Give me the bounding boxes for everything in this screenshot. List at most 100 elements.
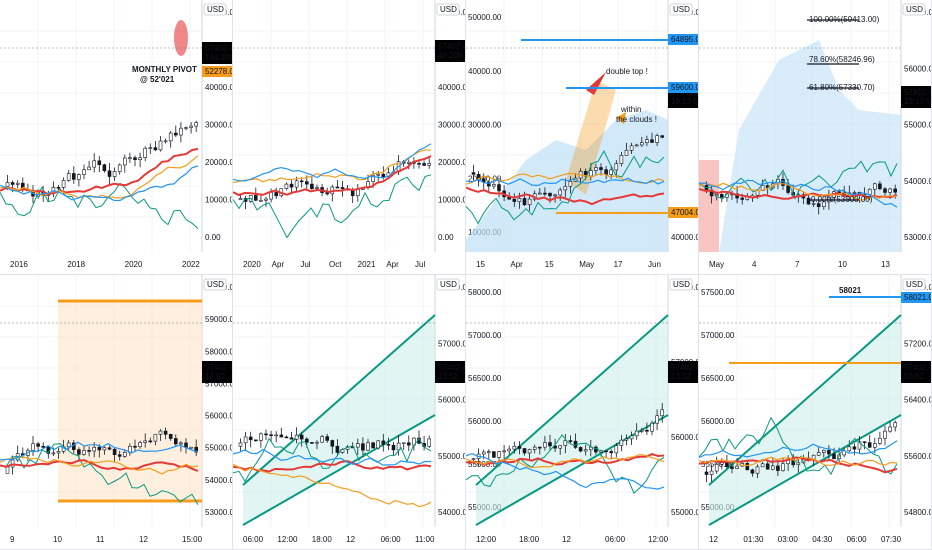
lagging-span-line (0, 182, 199, 229)
candle-body (609, 451, 613, 454)
chart-panel-5[interactable]: 53000.00 54000.00 55000.00 56000.00 57000.00… (0, 275, 233, 550)
conversion-line (0, 155, 199, 199)
conversion-line (233, 463, 432, 508)
candle-body (269, 192, 273, 200)
chart-svg: 55000.0056000.0057000.0058000.0055000.00… (466, 275, 699, 544)
y-tick-label: 56000.00 (671, 433, 699, 442)
candle-body (274, 434, 279, 437)
x-tick-label: Oct (329, 260, 342, 269)
candle-body (41, 446, 46, 448)
candle-body (893, 422, 897, 428)
candle-body (497, 451, 501, 458)
candle-body (117, 164, 122, 172)
candle-body (427, 438, 431, 447)
chart-annotation: the clouds ! (616, 115, 657, 124)
chart-panel-7[interactable]: 55000.0056000.0057000.0058000.0055000.00… (466, 275, 699, 550)
lagging-span-line (466, 434, 665, 494)
candle-body (427, 163, 431, 166)
candle-body (168, 434, 173, 439)
candle-body (888, 188, 892, 193)
conversion-line (699, 456, 898, 467)
level-tag (668, 207, 698, 218)
candle-body (123, 452, 127, 457)
candle-body (138, 157, 142, 160)
range-zone (58, 301, 202, 501)
lagging-span-line (233, 437, 432, 483)
candle-body (289, 183, 294, 188)
x-tick-label: 03:00 (778, 535, 799, 544)
y-tick-label: 40000.00 (671, 233, 699, 242)
candle-body (133, 445, 137, 448)
x-tick-label: 15 (476, 260, 485, 269)
x-tick-label: 17 (614, 260, 623, 269)
chart-panel-8[interactable]: 54800.0055600.0056400.0057200.0058000.00… (699, 275, 932, 550)
level-tag-label: 58021.00 (904, 293, 932, 302)
price-tag (901, 361, 931, 383)
chart-panel-3[interactable]: 40000.0050000.0010000.0020000.0030000.00… (466, 0, 699, 275)
candle-body (857, 441, 862, 450)
candle-body (376, 440, 380, 449)
channel-top (475, 314, 669, 486)
chart-svg: 54000.0055000.0056000.0057000.0058000.00… (233, 275, 465, 544)
candle-body (660, 409, 664, 417)
candles (238, 427, 431, 458)
x-tick-label: 13 (881, 260, 890, 269)
x-tick-label: Jun (648, 260, 661, 269)
candle-body (883, 188, 887, 193)
candle-body (725, 462, 729, 468)
price-tag-label: 57402.46 (904, 88, 932, 97)
candle-body (15, 182, 20, 185)
chart-panel-4[interactable]: 53000.0054000.0055000.0056000.0057000.00… (699, 0, 932, 275)
chart-annotation: 78.60%(58246.96) (809, 55, 875, 64)
currency-label: USD (440, 5, 457, 14)
candle-body (112, 171, 117, 177)
candle-body (92, 446, 96, 452)
candle-body (184, 127, 188, 129)
candle-body (253, 195, 258, 201)
candle-body (117, 454, 122, 457)
time-tag-label: 19:13:52 (904, 97, 932, 106)
channel-bottom (242, 414, 436, 526)
candle-body (56, 451, 61, 454)
candle-body (189, 125, 193, 128)
candle-body (704, 471, 709, 475)
x-tick-label: 11:00 (415, 535, 435, 544)
x-tick-label: 12:00 (277, 535, 298, 544)
price-tag (202, 42, 232, 64)
candle-body (822, 450, 826, 453)
candle-body (730, 466, 734, 469)
chart-panel-2[interactable]: 0.0010000.0020000.0030000.0040000.005000… (233, 0, 466, 275)
candle-body (259, 433, 263, 441)
candle-body (163, 430, 168, 435)
price-tag-label: 57402.46 (438, 42, 466, 51)
candle-body (735, 465, 739, 469)
x-tick-label: 15:00 (182, 535, 203, 544)
moving-average-line (233, 143, 432, 182)
chart-svg: 0.0010000.0020000.0030000.0040000.005000… (0, 0, 233, 269)
candle-body (82, 450, 86, 455)
currency-badge (669, 3, 693, 16)
candle-body (502, 450, 506, 453)
candle-body (583, 449, 588, 452)
candle-body (133, 157, 137, 160)
pivot-tag-label: 52278.09 (205, 67, 233, 76)
x-tick-label: 06:00 (605, 535, 626, 544)
candle-body (629, 435, 634, 440)
candle-body (543, 192, 547, 195)
chart-annotation: MONTHLY PIVOT (132, 65, 197, 74)
candle-body (148, 147, 153, 149)
candle-body (361, 443, 365, 451)
candle-body (589, 170, 593, 177)
candle-body (822, 201, 826, 207)
x-tick-label: 18:00 (312, 535, 333, 544)
y-tick-label: 57000.00 (205, 379, 233, 388)
candle-body (335, 186, 340, 189)
chart-panel-1[interactable]: 0.0010000.0020000.0030000.0040000.005000… (0, 0, 233, 275)
moving-average-line (466, 177, 665, 187)
channel-top (708, 314, 902, 486)
candle-body (36, 443, 40, 447)
chart-panel-6[interactable]: 54000.0055000.0056000.0057000.0058000.00… (233, 275, 466, 550)
x-tick-label: 2022 (182, 260, 200, 269)
candle-body (558, 445, 562, 449)
candle-body (492, 184, 496, 187)
